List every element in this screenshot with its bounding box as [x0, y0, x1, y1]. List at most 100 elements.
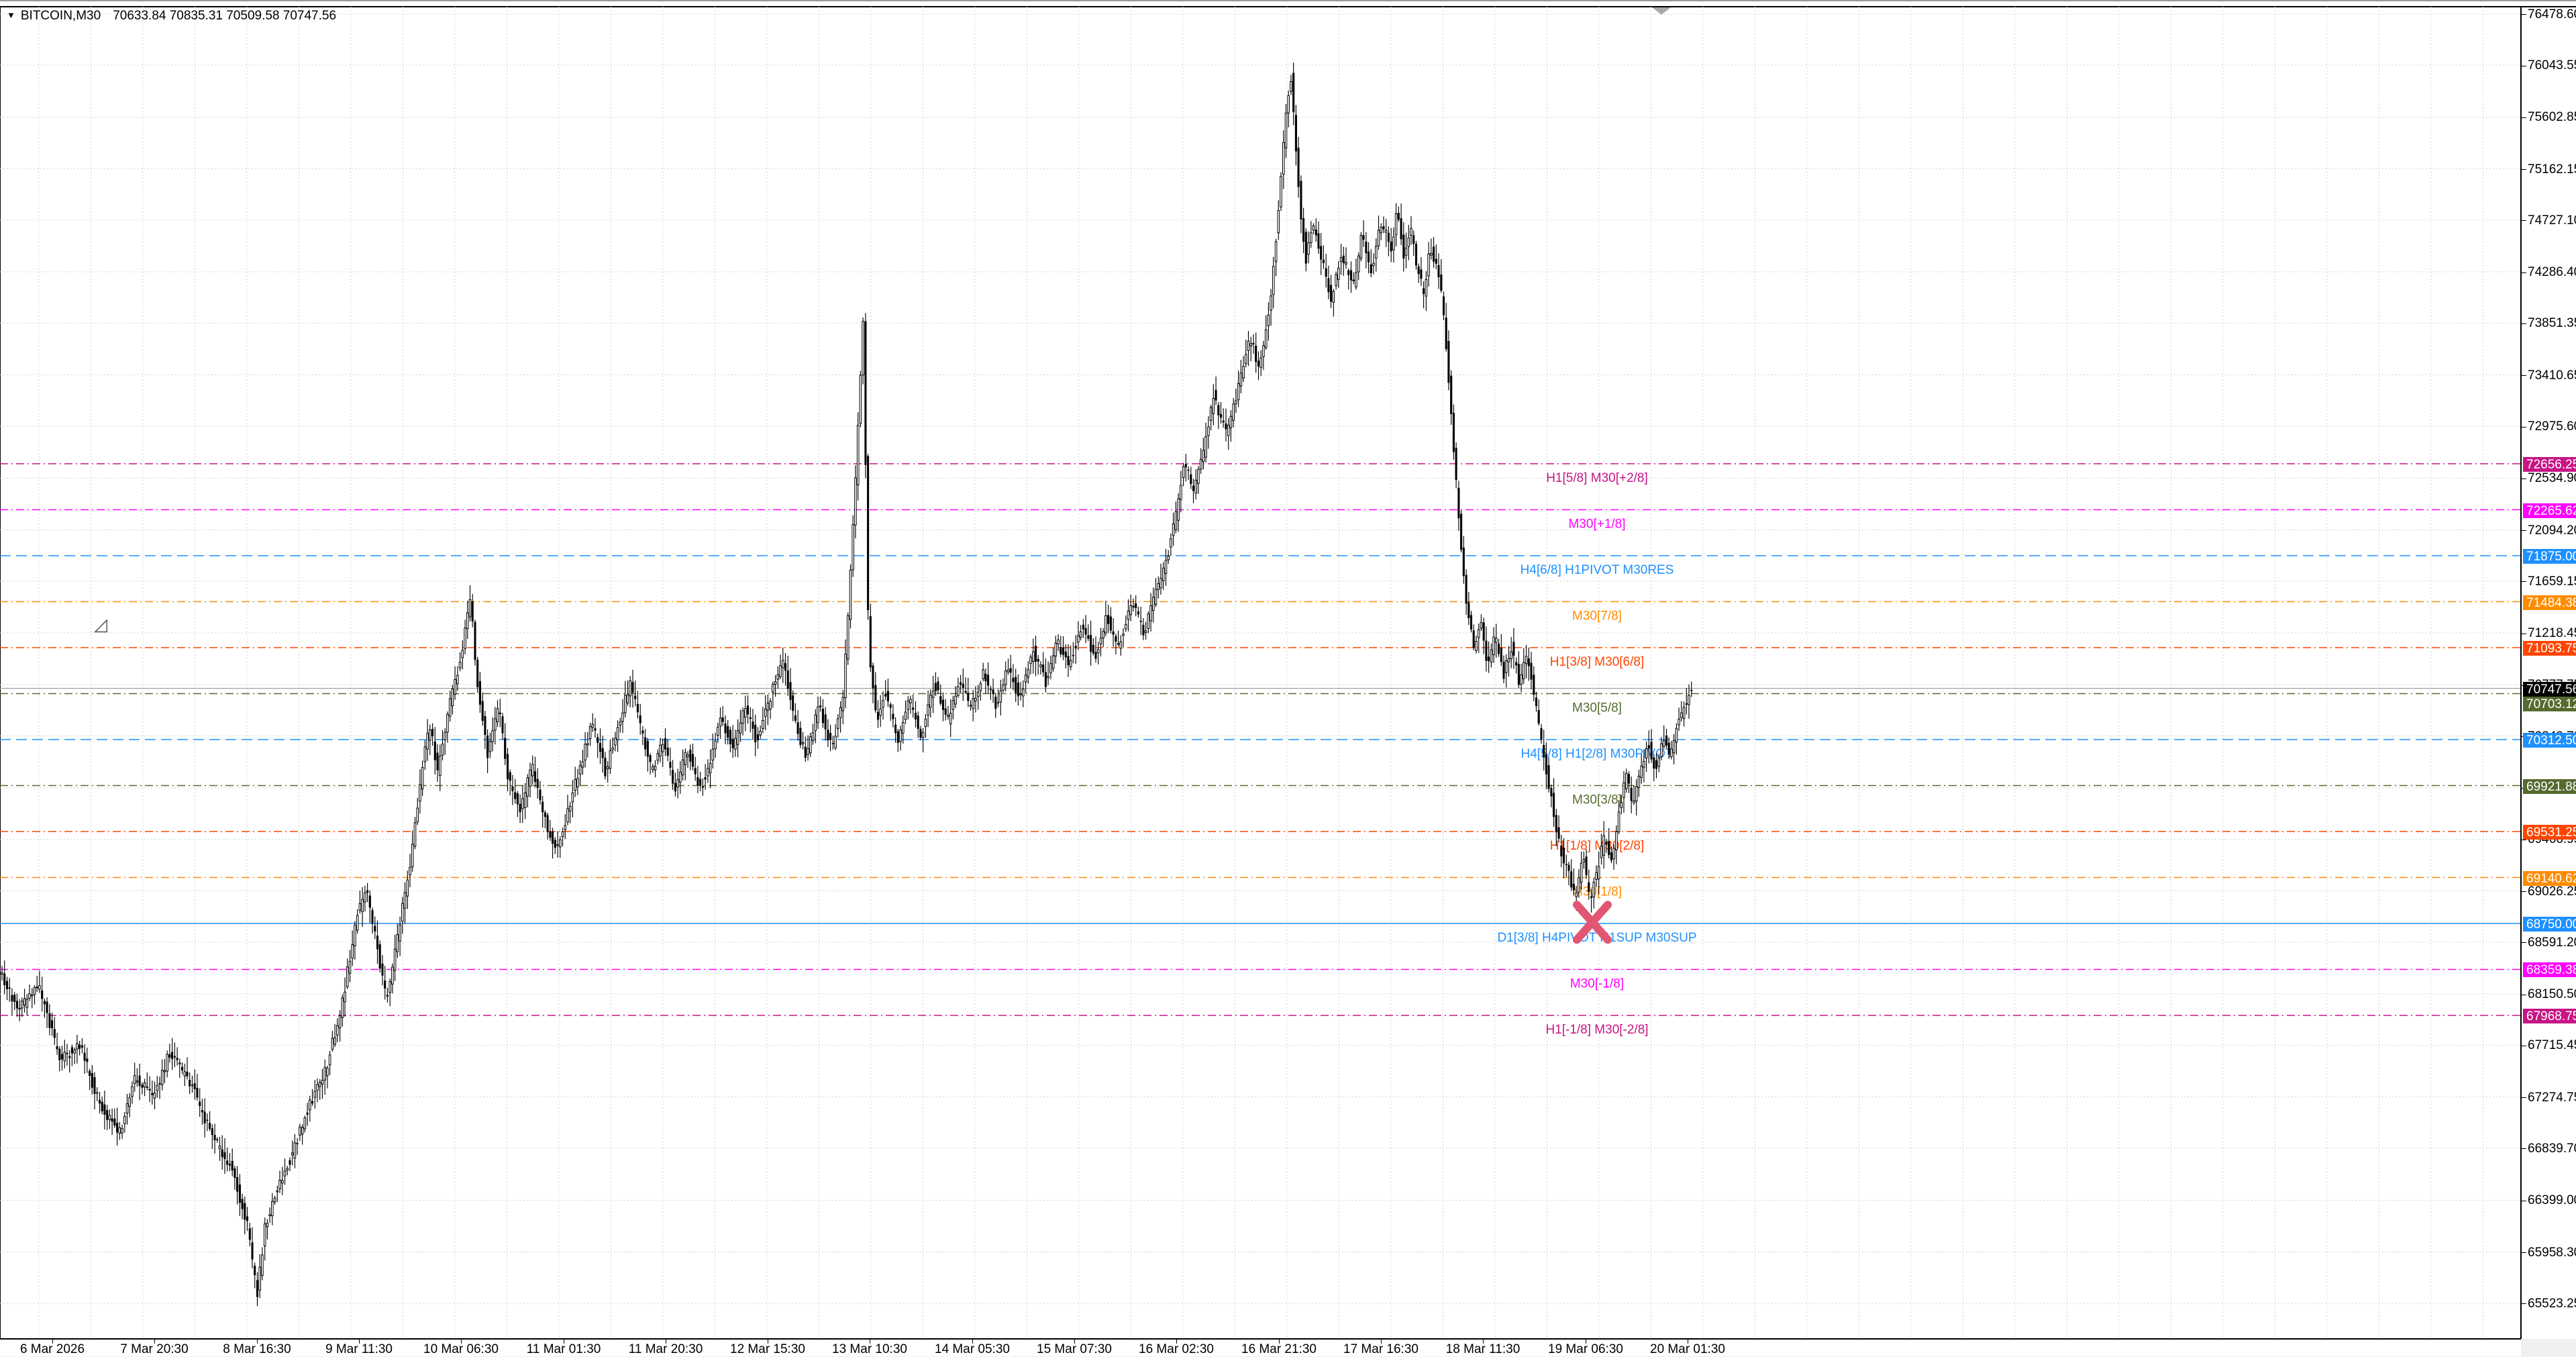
price-tick-label: 71218.45 — [2528, 626, 2576, 640]
grid-layer — [0, 7, 2521, 1339]
price-level-badge: 68750.00 — [2523, 917, 2576, 932]
time-tick-label: 9 Mar 11:30 — [325, 1342, 393, 1356]
price-tick-label: 73851.35 — [2528, 316, 2576, 330]
level-line[interactable]: H1[-1/8] M30[-2/8] — [0, 1015, 2521, 1037]
price-level-badge: 72656.25 — [2523, 457, 2576, 472]
symbol-timeframe-label: BITCOIN,M30 — [20, 9, 101, 23]
price-level-badge: 70312.50 — [2523, 733, 2576, 748]
time-axis[interactable]: 6 Mar 2026 7 Mar 20:30 8 Mar 16:30 9 Mar 11… — [0, 1339, 2521, 1356]
price-axis[interactable]: 76478.60 76043.55 75602.85 75162.15 74727.10… — [2521, 7, 2576, 1339]
svg-text:M30[5/8]: M30[5/8] — [1572, 701, 1622, 715]
level-line[interactable]: H4[5/8] H1[2/8] M30PIVOT — [0, 739, 2521, 761]
svg-text:M30[3/8]: M30[3/8] — [1572, 793, 1622, 807]
price-level-badge: 72265.62 — [2523, 503, 2576, 518]
svg-text:H1[-1/8] M30[-2/8]: H1[-1/8] M30[-2/8] — [1545, 1023, 1648, 1037]
time-tick-label: 10 Mar 06:30 — [423, 1342, 499, 1356]
time-tick-label: 17 Mar 16:30 — [1343, 1342, 1419, 1356]
price-tick-label: 68591.20 — [2528, 936, 2576, 950]
level-line[interactable]: M30[-1/8] — [0, 968, 2521, 991]
ohlc-values: 70633.84 70835.31 70509.58 70747.56 — [113, 9, 337, 23]
price-tick-mark — [2522, 891, 2526, 892]
price-tick-label: 75602.85 — [2528, 110, 2576, 124]
price-tick-label: 72534.90 — [2528, 471, 2576, 485]
price-tick-label: 66839.70 — [2528, 1142, 2576, 1156]
time-tick-label: 19 Mar 06:30 — [1548, 1342, 1623, 1356]
price-tick-mark — [2522, 375, 2526, 376]
price-level-badge: 69531.25 — [2523, 825, 2576, 840]
price-tick-mark — [2522, 117, 2526, 118]
price-tick-mark — [2522, 220, 2526, 221]
time-tick-label: 16 Mar 02:30 — [1139, 1342, 1214, 1356]
time-tick-mark — [257, 1340, 258, 1344]
time-tick-label: 11 Mar 20:30 — [628, 1342, 703, 1356]
time-tick-label: 6 Mar 2026 — [19, 1342, 85, 1356]
price-tick-label: 76478.60 — [2528, 7, 2576, 21]
price-tick-label: 73410.65 — [2528, 368, 2576, 383]
time-tick-mark — [1279, 1340, 1280, 1344]
svg-text:H4[5/8] H1[2/8] M30PIVOT: H4[5/8] H1[2/8] M30PIVOT — [1521, 747, 1673, 761]
chart-plot-area[interactable] — [0, 7, 2521, 1339]
chart-frame — [0, 7, 2521, 1339]
window-top-edge — [0, 0, 2576, 1]
level-line[interactable]: D1[3/8] H4PIVOT H1SUP M30SUP — [0, 923, 2521, 945]
sell-signal-cross-marker[interactable] — [1573, 901, 1612, 944]
chart-canvas[interactable]: H1[5/8] M30[+2/8] M30[+1/8] H4[6/8] H1PIVO… — [0, 7, 2521, 1339]
price-tick-mark — [2522, 581, 2526, 582]
chart-frame-top — [0, 6, 2576, 7]
level-line[interactable]: M30[1/8] — [0, 876, 2521, 899]
svg-text:M30[1/8]: M30[1/8] — [1572, 885, 1622, 899]
svg-text:D1[3/8] H4PIVOT H1SUP M30SUP: D1[3/8] H4PIVOT H1SUP M30SUP — [1497, 931, 1696, 945]
price-level-badge: 71093.75 — [2523, 641, 2576, 656]
price-tick-label: 74286.40 — [2528, 265, 2576, 279]
level-line[interactable]: M30[3/8] — [0, 785, 2521, 807]
price-tick-label: 75162.15 — [2528, 162, 2576, 177]
svg-text:M30[7/8]: M30[7/8] — [1572, 609, 1622, 623]
level-line[interactable]: H1[5/8] M30[+2/8] — [0, 463, 2521, 485]
time-tick-mark — [1176, 1340, 1177, 1344]
time-tick-label: 20 Mar 01:30 — [1650, 1342, 1725, 1356]
price-tick-label: 76043.55 — [2528, 58, 2576, 72]
chart-shift-triangle-icon[interactable] — [1652, 7, 1671, 15]
level-line[interactable]: H1[3/8] M30[6/8] — [0, 647, 2521, 669]
svg-text:M30[+1/8]: M30[+1/8] — [1568, 517, 1625, 532]
price-tick-label: 72094.20 — [2528, 523, 2576, 538]
price-tick-mark — [2522, 1303, 2526, 1304]
svg-text:H4[6/8] H1PIVOT M30RES: H4[6/8] H1PIVOT M30RES — [1521, 563, 1674, 577]
chart-title: ▼ BITCOIN,M30 70633.84 70835.31 70509.58 7… — [7, 9, 336, 23]
time-tick-label: 14 Mar 05:30 — [935, 1342, 1010, 1356]
time-tick-mark — [359, 1340, 360, 1344]
time-tick-label: 13 Mar 10:30 — [832, 1342, 907, 1356]
time-tick-label: 16 Mar 21:30 — [1241, 1342, 1317, 1356]
time-tick-mark — [461, 1340, 462, 1344]
price-tick-label: 67715.45 — [2528, 1038, 2576, 1052]
price-tick-mark — [2522, 942, 2526, 943]
level-line[interactable]: M30[+1/8] — [0, 509, 2521, 532]
price-tick-label: 74727.10 — [2528, 213, 2576, 228]
time-tick-label: 15 Mar 07:30 — [1037, 1342, 1112, 1356]
candles-layer — [1, 62, 1693, 1307]
svg-text:H1[3/8] M30[6/8]: H1[3/8] M30[6/8] — [1550, 655, 1644, 669]
level-line[interactable]: H1[1/8] M30[2/8] — [0, 831, 2521, 853]
level-line[interactable]: H4[6/8] H1PIVOT M30RES — [0, 555, 2521, 577]
time-tick-label: 12 Mar 15:30 — [730, 1342, 805, 1356]
price-tick-mark — [2522, 14, 2526, 15]
time-tick-mark — [154, 1340, 155, 1344]
price-level-badge: 70703.12 — [2523, 697, 2576, 711]
time-tick-label: 11 Mar 01:30 — [526, 1342, 601, 1356]
price-tick-mark — [2522, 1097, 2526, 1098]
price-tick-label: 65523.25 — [2528, 1297, 2576, 1311]
price-tick-label: 71659.15 — [2528, 574, 2576, 589]
time-tick-mark — [1074, 1340, 1075, 1344]
level-line[interactable]: M30[7/8] — [0, 601, 2521, 623]
svg-text:H1[5/8] M30[+2/8]: H1[5/8] M30[+2/8] — [1546, 471, 1648, 485]
price-level-badge: 69921.88 — [2523, 779, 2576, 794]
time-tick-label: 7 Mar 20:30 — [120, 1342, 189, 1356]
price-level-badge: 68359.38 — [2523, 962, 2576, 977]
symbol-dropdown-icon[interactable]: ▼ — [7, 10, 15, 20]
price-tick-label: 72975.60 — [2528, 419, 2576, 434]
level-line[interactable]: M30[5/8] — [0, 693, 2521, 715]
svg-text:M30[-1/8]: M30[-1/8] — [1570, 977, 1624, 991]
price-tick-label: 67274.75 — [2528, 1091, 2576, 1105]
price-tick-mark — [2522, 272, 2526, 273]
axis-corner — [2521, 1339, 2576, 1356]
